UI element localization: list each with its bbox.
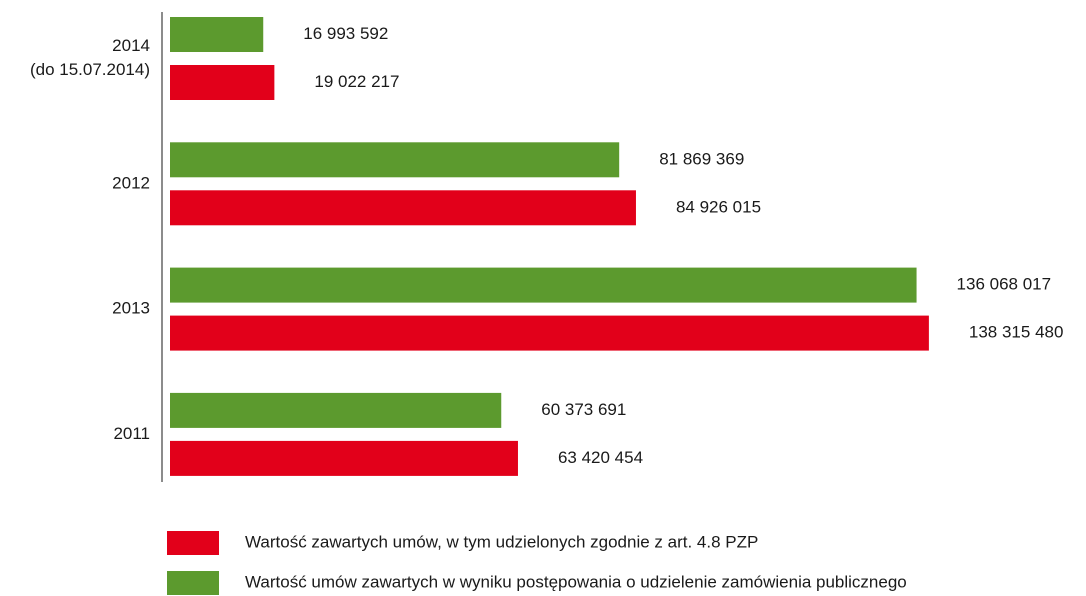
y-tick-label: (do 15.07.2014) [30, 60, 150, 79]
value-label: 138 315 480 [969, 323, 1064, 342]
bar [170, 315, 929, 351]
y-tick-label: 2014 [112, 36, 150, 55]
legend-label: Wartość zawartych umów, w tym udzielonyc… [245, 532, 758, 551]
value-label: 60 373 691 [541, 400, 626, 419]
value-label: 81 869 369 [659, 149, 744, 168]
value-label: 19 022 217 [314, 72, 399, 91]
legend-label: Wartość umów zawartych w wyniku postępow… [245, 572, 907, 591]
bar [170, 267, 917, 303]
legend-swatch [167, 531, 219, 555]
bar [170, 440, 518, 476]
bar [170, 142, 620, 178]
legend-swatch [167, 571, 219, 595]
value-label: 63 420 454 [558, 448, 643, 467]
value-label: 16 993 592 [303, 24, 388, 43]
bar [170, 65, 275, 100]
y-tick-label: 2012 [112, 173, 150, 192]
y-tick-label: 2013 [112, 299, 150, 318]
bar [170, 190, 636, 226]
value-label: 136 068 017 [957, 275, 1052, 294]
bar [170, 17, 264, 52]
value-label: 84 926 015 [676, 197, 761, 216]
y-tick-label: 2011 [113, 424, 150, 443]
bar [170, 392, 502, 428]
